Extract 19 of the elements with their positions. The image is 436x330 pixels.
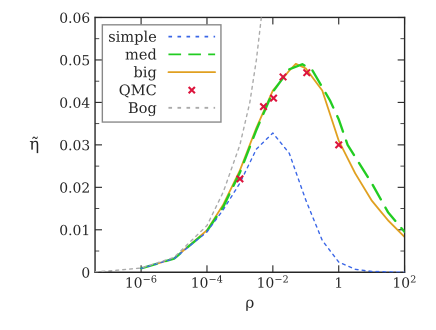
y-tick-label: 0.03 — [60, 140, 90, 150]
y-tick-label: 0.06 — [60, 12, 90, 23]
x-tick-label: 10$^{2}$ — [394, 275, 416, 288]
legend-label: med — [126, 48, 156, 60]
legend-label: simple — [108, 30, 156, 45]
x-tick-label: 1 — [336, 277, 342, 288]
y-tick-label: 0.05 — [60, 54, 90, 66]
y-tick-label: 0.02 — [60, 182, 89, 193]
legend-label: QMC — [120, 84, 156, 98]
legend-label: big — [134, 66, 156, 80]
x-tick-label: 10$^{−2}$ — [258, 275, 288, 288]
y-axis-title: η̃ — [30, 136, 38, 154]
y-tick-label: 0.01 — [60, 224, 88, 236]
y-tick-label: 0.04 — [60, 97, 90, 108]
legend-label: Bog — [128, 102, 156, 116]
x-tick-label: 10$^{−4}$ — [192, 275, 222, 288]
x-axis-title: ρ — [246, 300, 254, 311]
x-tick-label: 10$^{−6}$ — [126, 275, 156, 288]
y-tick-label: 0 — [82, 267, 90, 278]
